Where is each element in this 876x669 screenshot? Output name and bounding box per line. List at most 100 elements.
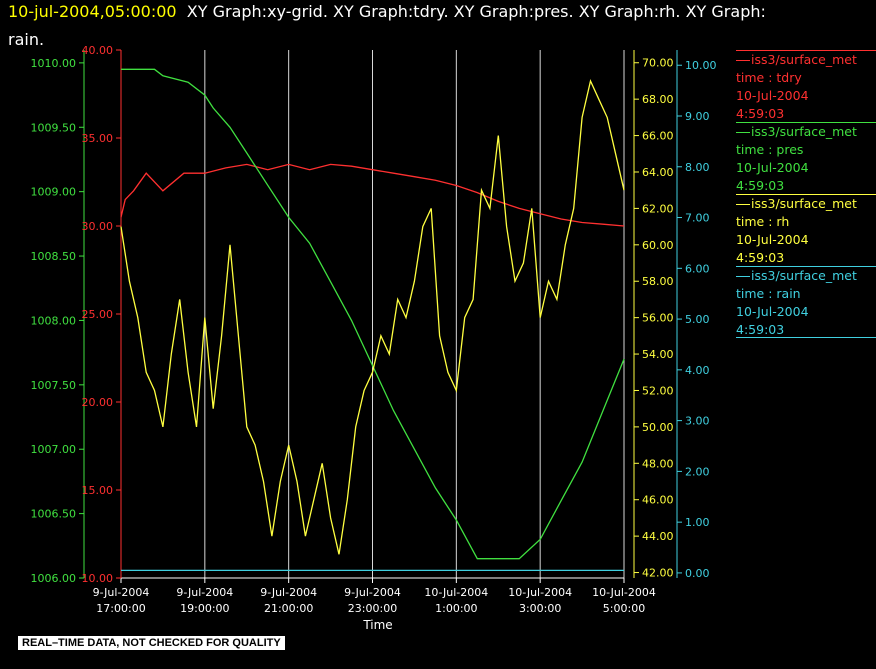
graph-title-continued: rain. bbox=[8, 30, 45, 49]
rain-tick-label: 4.00 bbox=[685, 364, 710, 377]
rain-tick-label: 3.00 bbox=[685, 415, 710, 428]
series-line-pres bbox=[121, 68, 625, 560]
rh-tick-label: 58.00 bbox=[642, 275, 674, 288]
pres-tick-label: 1010.00 bbox=[31, 57, 77, 70]
pres-tick-label: 1009.00 bbox=[31, 186, 77, 199]
rain-tick-label: 0.00 bbox=[685, 567, 710, 580]
tdry-tick-label: 25.00 bbox=[82, 308, 114, 321]
legend-separator bbox=[736, 122, 876, 123]
x-tick-label: 9-Jul-2004 19:00:00 bbox=[176, 586, 233, 615]
rh-tick-label: 54.00 bbox=[642, 348, 674, 361]
rh-tick-label: 46.00 bbox=[642, 494, 674, 507]
rh-tick-label: 50.00 bbox=[642, 421, 674, 434]
rain-tick-label: 10.00 bbox=[685, 59, 717, 72]
x-tick-label: 9-Jul-2004 21:00:00 bbox=[260, 586, 317, 615]
legend-time: 4:59:03 bbox=[736, 178, 785, 193]
rain-tick-label: 1.00 bbox=[685, 516, 710, 529]
x-tick-time: 21:00:00 bbox=[264, 602, 313, 615]
rain-tick-label: 5.00 bbox=[685, 313, 710, 326]
x-tick-time: 5:00:00 bbox=[603, 602, 645, 615]
x-tick-date: 10-Jul-2004 bbox=[508, 586, 572, 599]
pres-tick-label: 1008.00 bbox=[31, 314, 77, 327]
x-tick-label: 10-Jul-2004 3:00:00 bbox=[508, 586, 572, 615]
legend-separator bbox=[736, 50, 876, 51]
legend-time: 4:59:03 bbox=[736, 250, 785, 265]
legend-source: iss3/surface_met bbox=[736, 195, 876, 213]
legend-date: 10-Jul-2004 bbox=[736, 160, 809, 175]
x-tick-label: 9-Jul-2004 17:00:00 bbox=[93, 586, 150, 615]
tdry-tick-label: 30.00 bbox=[82, 220, 114, 233]
rain-tick-label: 9.00 bbox=[685, 110, 710, 123]
legend-source-text: iss3/surface_met bbox=[751, 124, 857, 139]
pres-tick-label: 1009.50 bbox=[31, 121, 77, 134]
title-timestamp: 10-jul-2004,05:00:00 bbox=[8, 2, 177, 21]
chart-axes: 9-Jul-2004 17:00:009-Jul-2004 19:00:009-Ju… bbox=[31, 44, 717, 615]
legend-line-swatch bbox=[736, 132, 750, 133]
rh-tick-label: 52.00 bbox=[642, 384, 674, 397]
legend-var: time : tdry bbox=[736, 70, 802, 85]
x-tick-date: 10-Jul-2004 bbox=[592, 586, 656, 599]
legend-source: iss3/surface_met bbox=[736, 267, 876, 285]
x-tick-date: 10-Jul-2004 bbox=[424, 586, 488, 599]
rh-tick-label: 60.00 bbox=[642, 239, 674, 252]
legend-separator bbox=[736, 337, 876, 338]
series-line-rh bbox=[120, 78, 625, 555]
rh-tick-label: 70.00 bbox=[642, 57, 674, 70]
legend-entry: iss3/surface_met time : tdry 10-Jul-2004 4:… bbox=[736, 51, 876, 123]
legend-var: time : rain bbox=[736, 286, 801, 301]
x-tick-time: 23:00:00 bbox=[348, 602, 397, 615]
legend-line-swatch bbox=[736, 204, 750, 205]
series-lines bbox=[120, 68, 625, 572]
x-tick-date: 9-Jul-2004 bbox=[260, 586, 317, 599]
series-line-tdry bbox=[120, 163, 625, 227]
rh-tick-label: 66.00 bbox=[642, 130, 674, 143]
legend-separator bbox=[736, 194, 876, 195]
x-tick-time: 17:00:00 bbox=[96, 602, 145, 615]
legend-source-text: iss3/surface_met bbox=[751, 52, 857, 67]
x-tick-label: 9-Jul-2004 23:00:00 bbox=[344, 586, 401, 615]
x-tick-date: 9-Jul-2004 bbox=[344, 586, 401, 599]
vertical-grid bbox=[120, 50, 625, 578]
legend-date: 10-Jul-2004 bbox=[736, 88, 809, 103]
tdry-tick-label: 35.00 bbox=[82, 132, 114, 145]
legend-source-text: iss3/surface_met bbox=[751, 196, 857, 211]
pres-tick-label: 1007.50 bbox=[31, 379, 77, 392]
quality-disclaimer: REAL–TIME DATA, NOT CHECKED FOR QUALITY bbox=[18, 636, 285, 650]
pres-tick-label: 1006.00 bbox=[31, 572, 77, 585]
legend-source-text: iss3/surface_met bbox=[751, 268, 857, 283]
legend-source: iss3/surface_met bbox=[736, 51, 876, 69]
x-tick-time: 19:00:00 bbox=[180, 602, 229, 615]
x-tick-time: 1:00:00 bbox=[435, 602, 477, 615]
pres-tick-label: 1007.00 bbox=[31, 443, 77, 456]
x-tick-label: 10-Jul-2004 1:00:00 bbox=[424, 586, 488, 615]
rain-tick-label: 2.00 bbox=[685, 465, 710, 478]
legend-line-swatch bbox=[736, 276, 750, 277]
x-tick-time: 3:00:00 bbox=[519, 602, 561, 615]
legend-date: 10-Jul-2004 bbox=[736, 304, 809, 319]
rain-tick-label: 7.00 bbox=[685, 212, 710, 225]
rh-tick-label: 62.00 bbox=[642, 202, 674, 215]
rh-tick-label: 44.00 bbox=[642, 530, 674, 543]
legend-line-swatch bbox=[736, 60, 750, 61]
rh-tick-label: 68.00 bbox=[642, 93, 674, 106]
pres-tick-label: 1006.50 bbox=[31, 508, 77, 521]
x-tick-label: 10-Jul-2004 5:00:00 bbox=[592, 586, 656, 615]
rh-tick-label: 64.00 bbox=[642, 166, 674, 179]
legend-time: 4:59:03 bbox=[736, 322, 785, 337]
x-axis-label: Time bbox=[362, 618, 392, 632]
rain-tick-label: 8.00 bbox=[685, 161, 710, 174]
legend-date: 10-Jul-2004 bbox=[736, 232, 809, 247]
rain-tick-label: 6.00 bbox=[685, 262, 710, 275]
legend-var: time : rh bbox=[736, 214, 790, 229]
pres-tick-label: 1008.50 bbox=[31, 250, 77, 263]
graph-title: 10-jul-2004,05:00:00 XY Graph:xy-grid. X… bbox=[8, 2, 766, 21]
tdry-tick-label: 15.00 bbox=[82, 484, 114, 497]
rh-tick-label: 56.00 bbox=[642, 312, 674, 325]
tdry-tick-label: 10.00 bbox=[82, 572, 114, 585]
title-graph-list: XY Graph:xy-grid. XY Graph:tdry. XY Grap… bbox=[186, 2, 766, 21]
rh-tick-label: 42.00 bbox=[642, 567, 674, 580]
tdry-tick-label: 20.00 bbox=[82, 396, 114, 409]
